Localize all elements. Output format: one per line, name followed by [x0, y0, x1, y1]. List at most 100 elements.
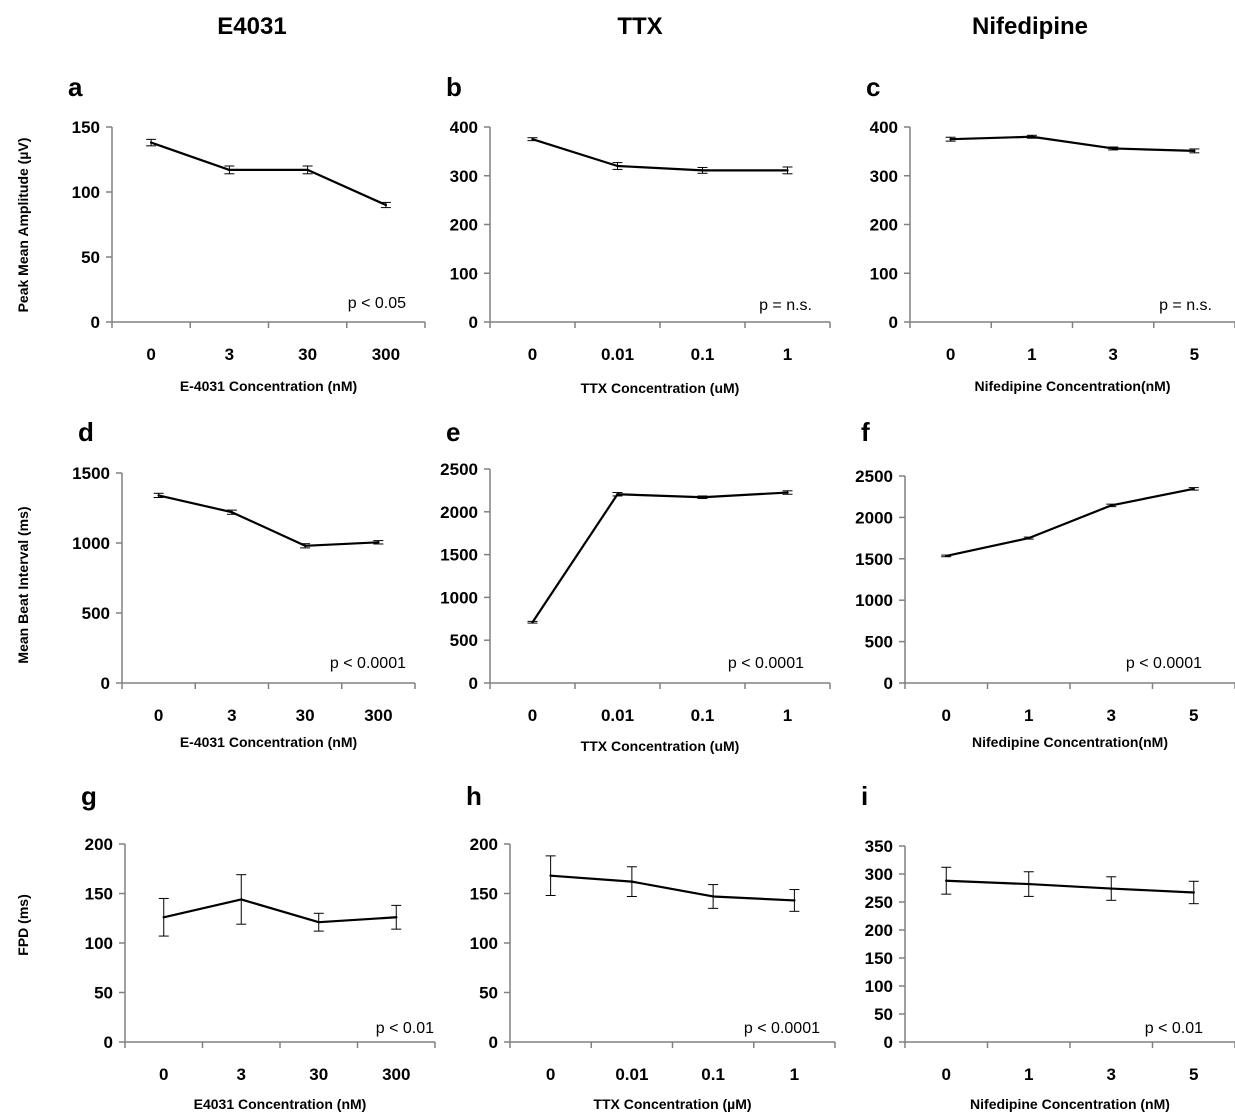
y-tick-label: 50 — [81, 248, 100, 267]
y-tick-label: 50 — [479, 984, 498, 1003]
x-tick-label: 0 — [546, 1065, 555, 1084]
y-tick-label: 250 — [865, 893, 893, 912]
data-point — [949, 137, 952, 141]
x-tick-label: 5 — [1190, 345, 1199, 364]
panel-letter-h: h — [466, 781, 482, 811]
y-tick-label: 300 — [450, 167, 478, 186]
data-point — [377, 541, 380, 544]
data-point — [701, 169, 704, 172]
x-tick-label: 0 — [528, 706, 537, 725]
y-tick-label: 2500 — [855, 467, 893, 486]
x-tick-label: 0.01 — [601, 345, 634, 364]
data-point — [786, 169, 789, 172]
p-value-annotation: p < 0.0001 — [728, 655, 804, 672]
row-ylabel-3: FPD (ms) — [15, 894, 31, 955]
x-axis-label: E-4031 Concentration (nM) — [180, 378, 357, 394]
series-line — [946, 879, 1194, 894]
y-tick-label: 500 — [865, 633, 893, 652]
data-point — [1030, 135, 1034, 138]
data-point — [230, 511, 234, 514]
data-point — [303, 544, 307, 547]
x-tick-label: 0.01 — [601, 706, 634, 725]
y-tick-label: 0 — [889, 313, 898, 332]
x-tick-label: 1 — [783, 345, 792, 364]
series-line — [946, 487, 1194, 557]
x-tick-label: 300 — [372, 345, 400, 364]
y-tick-label: 0 — [469, 674, 478, 693]
x-tick-label: 0.1 — [691, 706, 715, 725]
column-title-1: E4031 — [217, 13, 286, 40]
y-tick-label: 200 — [865, 921, 893, 940]
y-tick-label: 100 — [450, 264, 478, 283]
panel-a: a 0 50 100 150 0 3 30 300 E-4031 Concentration (n… — [68, 72, 426, 394]
y-tick-label: 0 — [469, 313, 478, 332]
data-point — [1192, 487, 1195, 491]
data-point — [531, 137, 534, 141]
panel-f: f 0 500 1000 1500 2000 2500 0 1 3 5 Nifedipine Conc… — [855, 417, 1235, 750]
y-tick-label: 150 — [72, 118, 100, 137]
y-tick-label: 0 — [884, 1033, 893, 1052]
y-tick-label: 0 — [489, 1033, 498, 1052]
y-tick-label: 200 — [450, 216, 478, 235]
y-tick-label: 1000 — [855, 591, 893, 610]
data-point — [1027, 882, 1030, 886]
data-point — [157, 494, 160, 497]
series-line — [550, 874, 795, 902]
x-tick-label: 300 — [382, 1065, 410, 1084]
y-tick-label: 400 — [870, 118, 898, 137]
series-line — [950, 135, 1195, 152]
x-tick-label: 3 — [227, 706, 236, 725]
x-tick-label: 3 — [1107, 706, 1116, 725]
x-tick-label: 3 — [237, 1065, 246, 1084]
y-tick-label: 100 — [85, 934, 113, 953]
data-point — [711, 895, 715, 898]
p-value-annotation: p < 0.0001 — [744, 1020, 820, 1037]
p-value-annotation: p < 0.01 — [1145, 1020, 1203, 1037]
y-tick-label: 1500 — [855, 550, 893, 569]
x-tick-label: 0 — [146, 345, 155, 364]
y-tick-label: 100 — [72, 183, 100, 202]
panel-letter-e: e — [446, 417, 460, 447]
x-tick-label: 1 — [783, 706, 792, 725]
series-line — [150, 141, 387, 207]
data-point — [162, 916, 165, 919]
panel-c: c 0 100 200 300 400 0 1 3 5 Nifedipine Concentrati… — [866, 72, 1235, 394]
panel-b: b 0 100 200 300 400 0 0.01 0.1 1 TTX Concentration… — [446, 72, 831, 396]
x-tick-label: 300 — [364, 706, 392, 725]
p-value-annotation: p < 0.05 — [348, 295, 406, 312]
data-point — [1027, 536, 1030, 540]
row-ylabel-1: Peak Mean Amplitude (µV) — [15, 138, 31, 313]
y-tick-label: 500 — [82, 604, 110, 623]
panel-i: i 0 50 100 150 200 250 300 350 0 1 3 5 Nifedipine Con… — [861, 781, 1235, 1112]
x-tick-label: 0.1 — [701, 1065, 725, 1084]
x-tick-label: 30 — [309, 1065, 328, 1084]
data-point — [630, 880, 634, 883]
data-point — [228, 168, 231, 172]
x-tick-label: 0.01 — [615, 1065, 648, 1084]
data-point — [1111, 147, 1115, 150]
data-point — [317, 921, 320, 924]
y-tick-label: 2000 — [855, 508, 893, 527]
panel-letter-g: g — [81, 781, 97, 811]
data-point — [149, 141, 153, 144]
y-tick-label: 0 — [91, 313, 100, 332]
data-point — [549, 874, 552, 877]
x-tick-label: 0.1 — [691, 345, 715, 364]
data-point — [616, 493, 619, 496]
y-tick-label: 100 — [470, 934, 498, 953]
y-tick-label: 2500 — [440, 460, 478, 479]
y-tick-label: 150 — [865, 949, 893, 968]
y-tick-label: 1500 — [72, 464, 110, 483]
y-tick-label: 100 — [870, 264, 898, 283]
data-point — [1110, 887, 1113, 890]
data-point — [1192, 891, 1195, 894]
data-point — [701, 496, 704, 499]
p-value-annotation: p < 0.0001 — [1126, 655, 1202, 672]
data-point — [384, 203, 388, 207]
data-point — [306, 168, 309, 172]
y-tick-label: 1000 — [440, 588, 478, 607]
x-axis-label: Nifedipine Concentration (nM) — [970, 1096, 1170, 1112]
x-axis-label: E-4031 Concentration (nM) — [180, 734, 357, 750]
y-tick-label: 0 — [104, 1033, 113, 1052]
data-point — [786, 491, 789, 494]
